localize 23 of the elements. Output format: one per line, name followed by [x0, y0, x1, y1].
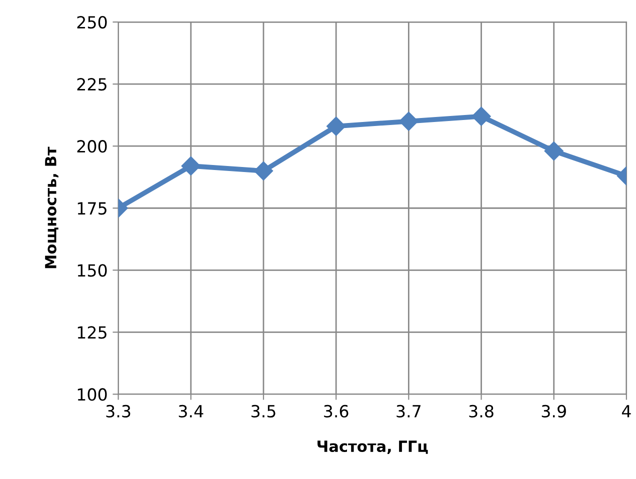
- y-axis-title: Мощность, Вт: [45, 146, 58, 268]
- y-tick-label: 125: [78, 326, 106, 339]
- x-tick-label: 3.6: [324, 404, 348, 418]
- x-tick-label: 3.7: [396, 404, 421, 418]
- point: [254, 161, 274, 180]
- y-tick-label: 150: [78, 264, 107, 277]
- y-tick-label: 225: [77, 78, 106, 91]
- x-tick-label: 3.9: [542, 404, 566, 418]
- point: [472, 106, 491, 126]
- y-tick-label: 250: [77, 16, 107, 29]
- x-tick-label: 3.5: [252, 404, 276, 418]
- y-tick-label: 200: [77, 140, 107, 153]
- x-tick-label: 4: [622, 405, 631, 418]
- point: [399, 112, 418, 131]
- y-tick-label: 100: [78, 388, 107, 401]
- point: [181, 156, 200, 176]
- x-axis-title: Частота, ГГц: [318, 440, 428, 454]
- point: [544, 142, 564, 161]
- y-tick-label: 175: [78, 202, 106, 215]
- x-tick-label: 3.8: [469, 404, 494, 418]
- x-tick-label: 3.3: [106, 404, 130, 418]
- point: [326, 116, 346, 136]
- x-tick-label: 3.4: [178, 404, 204, 418]
